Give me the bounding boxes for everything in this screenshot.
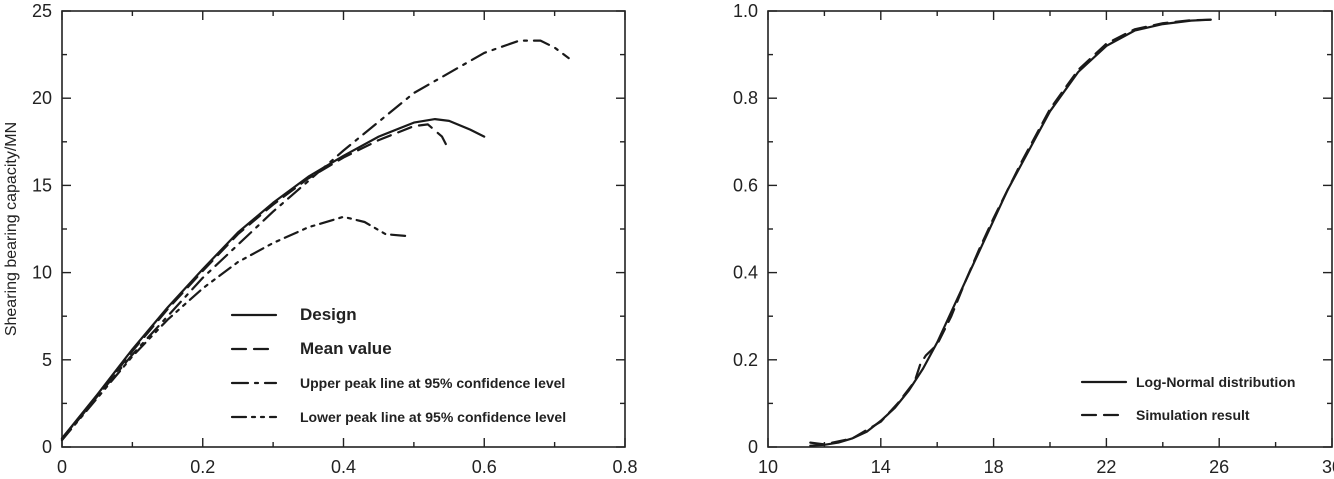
y-axis-title: Shearing bearing capacity/MN [3, 122, 20, 336]
series-line-design [60, 117, 486, 440]
y-tick-label: 0.2 [733, 350, 758, 370]
x-tick-label: 14 [871, 457, 891, 477]
x-tick-label: 0.4 [331, 457, 356, 477]
y-tick-label: 1.0 [733, 1, 758, 21]
x-tick-label: 0.2 [190, 457, 215, 477]
legend-label: Upper peak line at 95% confidence level [300, 375, 565, 391]
x-tick-label: 26 [1209, 457, 1229, 477]
y-tick-label: 0.6 [733, 175, 758, 195]
x-tick-label: 0.8 [612, 457, 637, 477]
y-tick-label: 0 [42, 437, 52, 457]
y-tick-label: 25 [32, 1, 52, 21]
y-tick-label: 5 [42, 350, 52, 370]
series-line-upper-peak-line-at-95-confidence-level [60, 39, 570, 440]
legend-label: Mean value [300, 339, 392, 358]
x-tick-label: 22 [1096, 457, 1116, 477]
legend-label: Design [300, 305, 357, 324]
series-line-log-normal-distribution [809, 18, 1212, 447]
y-tick-label: 15 [32, 175, 52, 195]
y-tick-label: 10 [32, 263, 52, 283]
x-tick-label: 0 [57, 457, 67, 477]
legend-label: Log-Normal distribution [1136, 374, 1295, 390]
y-tick-label: 20 [32, 88, 52, 108]
series-line-simulation-result [809, 18, 1212, 446]
series-line-mean-value [60, 123, 451, 442]
y-tick-label: 0.8 [733, 88, 758, 108]
x-tick-label: 30 [1322, 457, 1334, 477]
series-line-lower-peak-line-at-95-confidence-level [60, 215, 408, 442]
right-chart-cumulative-distribution: 10 14 18 22 26 30 0 0.2 0.4 0.6 0.8 1.0 Log-Normal d… [733, 1, 1334, 477]
x-tick-label: 0.6 [472, 457, 497, 477]
y-tick-label: 0.4 [733, 263, 758, 283]
x-tick-label: 10 [758, 457, 778, 477]
y-tick-label: 0 [748, 437, 758, 457]
legend-label: Simulation result [1136, 407, 1250, 423]
legend-label: Lower peak line at 95% confidence level [300, 409, 566, 425]
x-tick-label: 18 [984, 457, 1004, 477]
left-chart-shear-capacity: 0 0.2 0.4 0.6 0.8 0 5 10 15 20 25 Shearing bearing … [3, 1, 638, 477]
